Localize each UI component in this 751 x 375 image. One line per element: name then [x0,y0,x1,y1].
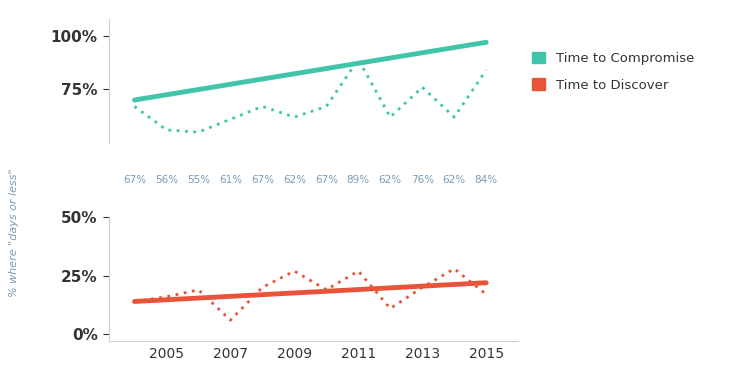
Text: 76%: 76% [411,175,434,185]
Text: 84%: 84% [475,175,498,185]
Text: 61%: 61% [219,175,242,185]
Text: 67%: 67% [251,175,274,185]
Text: 89%: 89% [347,175,370,185]
Text: % where "days or less": % where "days or less" [8,168,19,297]
Text: 67%: 67% [315,175,338,185]
Legend: Time to Compromise, Time to Discover: Time to Compromise, Time to Discover [532,52,695,92]
Text: 62%: 62% [283,175,306,185]
Text: 55%: 55% [187,175,210,185]
Text: 67%: 67% [123,175,146,185]
Text: 56%: 56% [155,175,178,185]
Text: 62%: 62% [379,175,402,185]
Text: 62%: 62% [442,175,466,185]
